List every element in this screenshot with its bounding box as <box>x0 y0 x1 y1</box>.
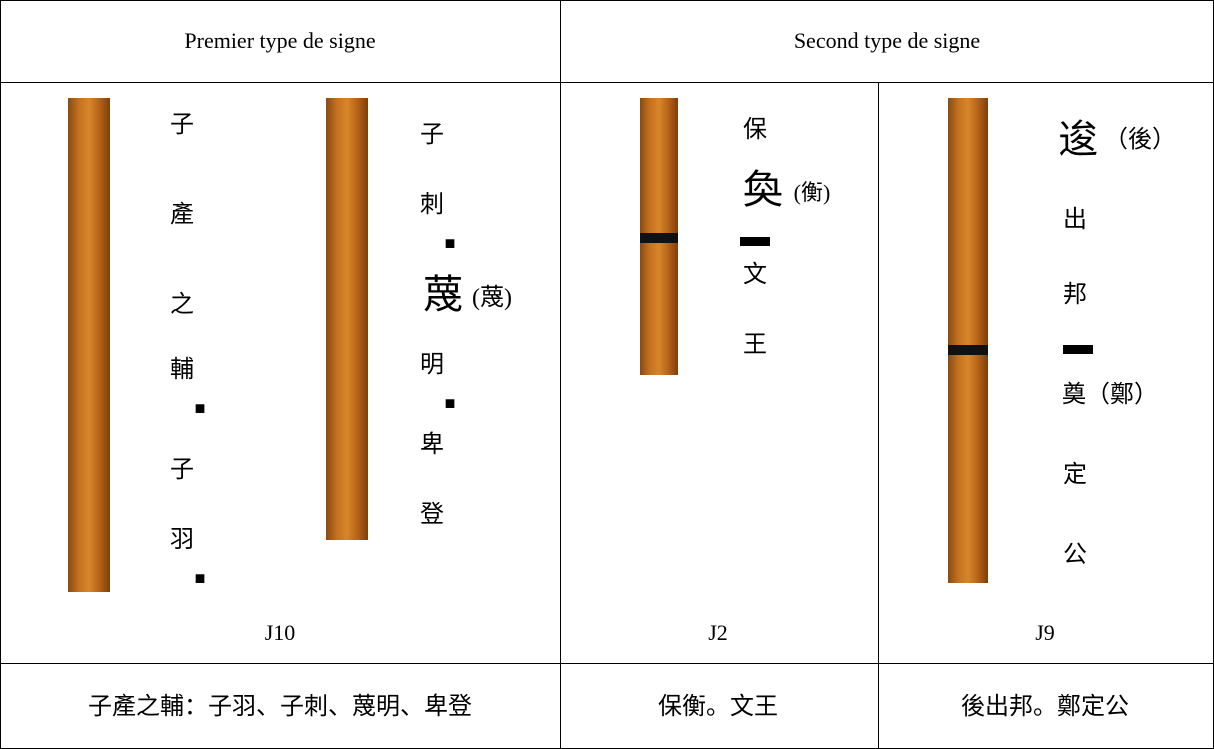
transcription-char: ■ <box>444 393 456 413</box>
transcription-char: 王 <box>743 332 767 358</box>
transcription-char: (衡) <box>793 180 831 205</box>
transcription-char: 奠（鄭） <box>1062 382 1158 408</box>
transcription-char: ▬ <box>1063 328 1093 361</box>
bamboo-strip <box>326 98 368 540</box>
transcription-char: 之 <box>170 292 194 318</box>
transcription-char: 公 <box>1063 542 1087 568</box>
transcription-char: 產 <box>170 202 194 228</box>
strip-label: J2 <box>708 620 728 645</box>
footer-cell: 保衡。文王 <box>658 694 778 720</box>
transcription-char: 子 <box>170 457 194 483</box>
strip-mark <box>640 233 678 243</box>
strip-mark <box>948 345 988 355</box>
strip-label: J10 <box>264 620 296 645</box>
transcription-char: 蔑 <box>423 272 463 317</box>
transcription-char: 卑 <box>420 432 444 458</box>
transcription-char: 邦 <box>1063 282 1087 308</box>
border <box>0 0 1214 1</box>
transcription-char: 出 <box>1063 207 1087 233</box>
transcription-char: 逡 <box>1058 117 1098 162</box>
footer-cell: 子產之輔：子羽、子刺、蔑明、卑登 <box>88 694 472 720</box>
transcription-char: 保 <box>743 117 767 143</box>
transcription-char: 子 <box>170 112 194 138</box>
bamboo-strip <box>948 98 988 583</box>
transcription-char: 奐 <box>743 167 783 212</box>
transcription-char: ■ <box>194 398 206 418</box>
transcription-char: ▬ <box>740 220 770 253</box>
bamboo-strip <box>68 98 110 592</box>
bamboo-strip <box>640 98 678 375</box>
footer-cell: 後出邦。鄭定公 <box>961 694 1129 720</box>
border <box>0 82 1214 83</box>
transcription-char: 文 <box>743 262 767 288</box>
border <box>0 663 1214 664</box>
transcription-char: 子 <box>420 122 444 148</box>
transcription-char: 羽 <box>170 527 194 553</box>
transcription-char: （後） <box>1104 127 1176 153</box>
transcription-char: 刺 <box>420 192 444 218</box>
transcription-char: 定 <box>1063 462 1087 488</box>
border <box>560 0 561 749</box>
border <box>878 82 879 749</box>
transcription-char: 輔 <box>170 357 194 383</box>
transcription-char: ■ <box>444 233 456 253</box>
header-cell: Second type de signe <box>793 28 981 53</box>
header-cell: Premier type de signe <box>184 28 376 53</box>
transcription-char: (蔑) <box>472 285 512 311</box>
border <box>0 0 1 749</box>
strip-label: J9 <box>1035 620 1055 645</box>
transcription-char: 明 <box>420 352 444 378</box>
transcription-char: 登 <box>420 502 444 528</box>
transcription-char: ■ <box>194 568 206 588</box>
